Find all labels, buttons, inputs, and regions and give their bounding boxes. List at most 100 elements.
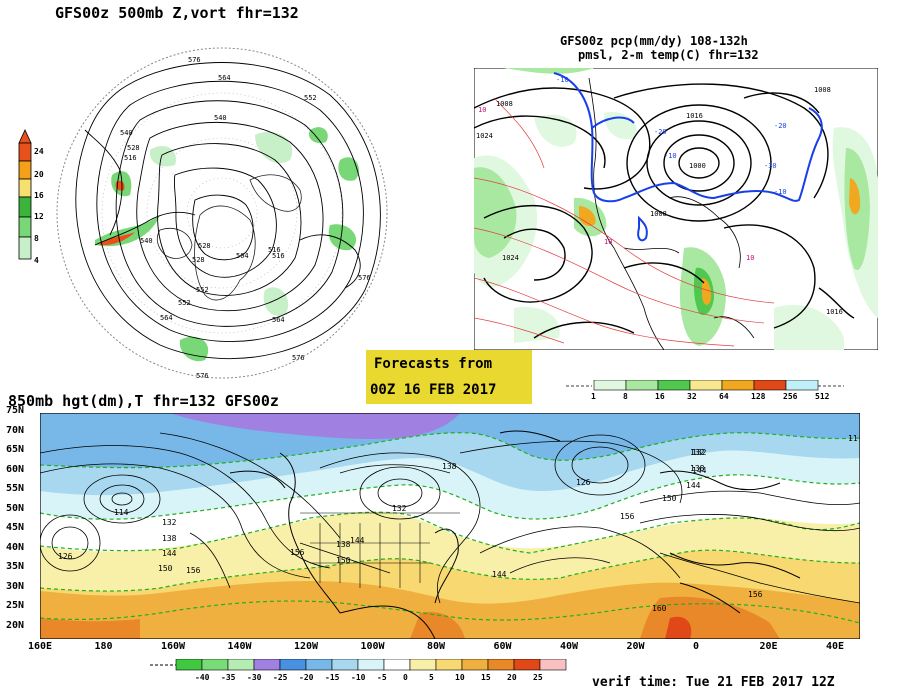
height-label: 156 <box>620 512 635 521</box>
pcp-colorbar-cell <box>689 380 723 391</box>
vort-cb-tick: 8 <box>34 234 39 243</box>
temp-colorbar-tick: -10 <box>351 673 366 682</box>
temp-colorbar-cell <box>487 659 515 671</box>
height-label: 132 <box>162 518 177 527</box>
pcp-panel-title-line2: pmsl, 2-m temp(C) fhr=132 <box>578 48 759 62</box>
temp-label: -20 <box>654 128 667 136</box>
pcp-colorbar-cell <box>785 380 819 391</box>
pcp-labels: 1008 1024 1016 1000 1008 1024 1008 1016 … <box>476 76 843 316</box>
height-label: 150 <box>336 556 351 565</box>
pcp-colorbar-cell <box>753 380 787 391</box>
pressure-label: 1000 <box>689 162 706 170</box>
contour-label: 552 <box>178 299 191 307</box>
height-label: 132 <box>692 448 707 457</box>
height-labels-850: 114 132 138 144 150 156 126 132 138 144 … <box>58 434 858 613</box>
height-label: 138 <box>336 540 351 549</box>
temp-colorbar-tick: 5 <box>429 673 434 682</box>
pcp-colorbar <box>566 380 844 391</box>
pcp-colorbar-tick: 64 <box>719 392 729 401</box>
longitude-label: 40W <box>560 641 579 652</box>
vort-colorbar <box>18 129 32 260</box>
h850-panel: 114 132 138 144 150 156 126 132 138 144 … <box>40 413 860 639</box>
height-label: 144 <box>686 481 701 490</box>
pressure-label: 1008 <box>650 210 667 218</box>
political-borders <box>300 512 460 588</box>
temp-label: 10 <box>478 106 486 114</box>
temp-colorbar-tick: -25 <box>273 673 288 682</box>
contour-label: 564 <box>160 314 173 322</box>
forecast-box <box>366 350 532 404</box>
contour-label: 528 <box>192 256 205 264</box>
latitude-label: 40N <box>6 541 25 553</box>
freezing-line <box>553 72 823 242</box>
pcp-colorbar-tick: 1 <box>591 392 596 401</box>
h850-panel-title: 850mb hgt(dm),T fhr=132 GFS00z <box>8 392 279 410</box>
temp-colorbar-cell <box>357 659 385 671</box>
contour-label: 564 <box>218 74 231 82</box>
height-label: 156 <box>290 548 305 557</box>
isobars <box>474 83 855 339</box>
height-label: 138 <box>442 462 457 471</box>
longitude-label: 160W <box>161 641 186 652</box>
pcp-panel-title-line1: GFS00z pcp(mm/dy) 108-132h <box>560 34 748 48</box>
temp-colorbar-cell <box>253 659 281 671</box>
height-label: 160 <box>652 604 667 613</box>
latitude-label: 25N <box>6 600 25 611</box>
longitude-label: 180 <box>94 641 113 652</box>
contour-label: 528 <box>198 242 211 250</box>
temp-colorbar-cell <box>435 659 463 671</box>
height-label: 126 <box>58 552 73 561</box>
temp-label: -10 <box>774 188 787 196</box>
latitude-label: 60N <box>6 463 25 475</box>
pressure-label: 1016 <box>826 308 843 316</box>
latitude-label: 20N <box>6 619 25 631</box>
longitude-label: 0 <box>693 641 700 652</box>
contour-label: 576 <box>188 56 201 64</box>
longitude-label: 160E <box>28 641 53 652</box>
verification-time: verif time: Tue 21 FEB 2017 12Z <box>592 675 835 690</box>
temp-contours <box>474 97 775 347</box>
contour-label: 540 <box>120 129 133 137</box>
temp-label: -10 <box>664 152 677 160</box>
temp-colorbar-tick: 15 <box>481 673 491 682</box>
temp-colorbar-cell <box>513 659 541 671</box>
pressure-label: 1024 <box>476 132 493 140</box>
latitude-label: 65N <box>6 444 25 455</box>
longitude-label: 140W <box>227 641 252 652</box>
coastlines-850 <box>229 430 801 639</box>
latitude-label: 30N <box>6 580 25 592</box>
temp-colorbar-tick: -30 <box>247 673 262 682</box>
pcp-coastlines <box>588 77 755 350</box>
pcp-panel: 1008 1024 1016 1000 1008 1024 1008 1016 … <box>474 68 878 350</box>
isotherms <box>40 432 860 624</box>
height-label: 144 <box>162 549 177 558</box>
longitude-label: 60W <box>493 641 512 652</box>
temp-colorbar-cell <box>227 659 255 671</box>
height-label: 138 <box>690 464 705 473</box>
contour-label: 552 <box>304 94 317 102</box>
longitude-label: 40E <box>826 641 845 652</box>
longitude-label: 80W <box>427 641 446 652</box>
temp-label: 10 <box>604 238 612 246</box>
temp-colorbar-tick: -15 <box>325 673 340 682</box>
contour-label: 552 <box>196 286 209 294</box>
temp-colorbar-tick: -35 <box>221 673 236 682</box>
temp-colorbar-cell <box>279 659 307 671</box>
height-label: 156 <box>186 566 201 575</box>
pressure-label: 1024 <box>502 254 519 262</box>
height-label: 132 <box>690 448 705 457</box>
vort-cb-tick: 12 <box>34 212 44 221</box>
vort-panel-title: GFS00z 500mb Z,vort fhr=132 <box>55 4 299 22</box>
contour-label: 564 <box>272 316 285 324</box>
pcp-colorbar-cell <box>721 380 755 391</box>
continent-outlines <box>156 174 302 301</box>
vort-cb-tick: 4 <box>34 256 39 265</box>
temp-colorbar-tick: -5 <box>377 673 387 682</box>
pcp-colorbar-cell <box>593 380 627 391</box>
temp-colorbar <box>150 659 567 671</box>
height-contours-850 <box>40 432 860 604</box>
height-label: 144 <box>492 570 507 579</box>
height-label: 144 <box>692 466 707 475</box>
precip-shading <box>474 68 878 350</box>
forecast-from-label: Forecasts from <box>374 356 493 372</box>
